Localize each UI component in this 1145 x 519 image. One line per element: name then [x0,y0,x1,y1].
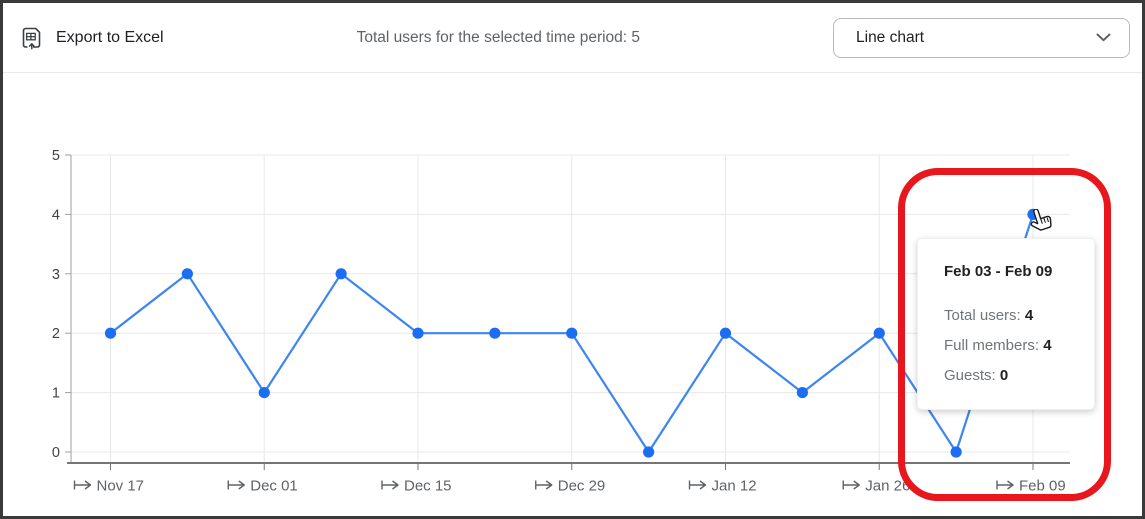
data-point[interactable] [412,327,424,339]
toolbar: Export to Excel Total users for the sele… [3,3,1142,73]
data-point-highlighted[interactable] [1027,208,1039,220]
chart-type-selected-value: Line chart [856,28,925,46]
y-axis-label: 4 [52,207,60,223]
x-axis-label-text: Dec 01 [250,478,298,495]
y-axis-label: 5 [52,148,60,164]
data-point[interactable] [950,446,962,458]
tooltip-row: Guests: 0 [944,367,1009,384]
export-to-excel-button[interactable]: Export to Excel [21,26,164,50]
tooltip-row: Total users: 4 [944,307,1034,324]
maps-to-arrow-icon [227,480,245,490]
x-axis-label: Dec 29 [535,478,606,495]
x-axis-label: Nov 17 [73,478,145,495]
spreadsheet-export-icon [21,26,43,50]
x-axis-label-text: Dec 15 [404,478,452,495]
data-point[interactable] [873,327,885,339]
x-axis-label-text: Jan 12 [712,478,757,495]
data-point[interactable] [258,387,270,399]
maps-to-arrow-icon [535,480,553,490]
chevron-down-icon [1096,33,1111,42]
maps-to-arrow-icon [73,480,92,490]
tooltip-rows: Total users: 4 Full members: 4 Guests: 0 [944,301,1094,391]
maps-to-arrow-icon [842,480,860,490]
x-axis-label: Dec 01 [227,478,298,495]
maps-to-arrow-icon [381,480,399,490]
x-axis-label-text: Feb 09 [1019,478,1066,495]
y-axis-label: 1 [52,386,60,402]
data-point[interactable] [719,327,732,339]
export-button-label: Export to Excel [56,28,164,46]
x-axis-label: Feb 09 [996,478,1066,495]
summary-text: Total users for the selected time period… [356,28,641,46]
data-point[interactable] [643,446,655,458]
data-point[interactable] [104,327,117,339]
y-axis-label: 0 [52,445,60,461]
chart-tooltip: Feb 03 - Feb 09 Total users: 4 Full membe… [917,238,1095,410]
line-chart-area: 0 1 2 3 4 5 Nov 17 Dec 01 Dec 15 Dec 29 Jan 12 Jan … [3,73,1142,516]
x-axis-label-text: Nov 17 [97,478,145,495]
data-point[interactable] [489,327,501,339]
maps-to-arrow-icon [996,480,1014,490]
x-axis-label-text: Dec 29 [558,478,606,495]
tooltip-date-range: Feb 03 - Feb 09 [944,263,1053,280]
data-point[interactable] [566,327,578,339]
y-axis-label: 2 [52,326,60,342]
data-point[interactable] [335,268,347,280]
x-axis-label-text: Jan 26 [865,478,910,495]
maps-to-arrow-icon [688,480,707,490]
x-axis-label: Jan 12 [688,478,757,495]
chart-type-select[interactable]: Line chart [833,17,1130,58]
data-point[interactable] [796,387,808,399]
x-axis-label: Jan 26 [842,478,910,495]
x-axis-label: Dec 15 [381,478,452,495]
line-chart-svg: 0 1 2 3 4 5 Nov 17 Dec 01 Dec 15 Dec 29 Jan 12 Jan … [52,148,1070,495]
data-point[interactable] [181,268,193,280]
tooltip-row: Full members: 4 [944,337,1052,354]
y-axis-label: 3 [52,267,60,283]
